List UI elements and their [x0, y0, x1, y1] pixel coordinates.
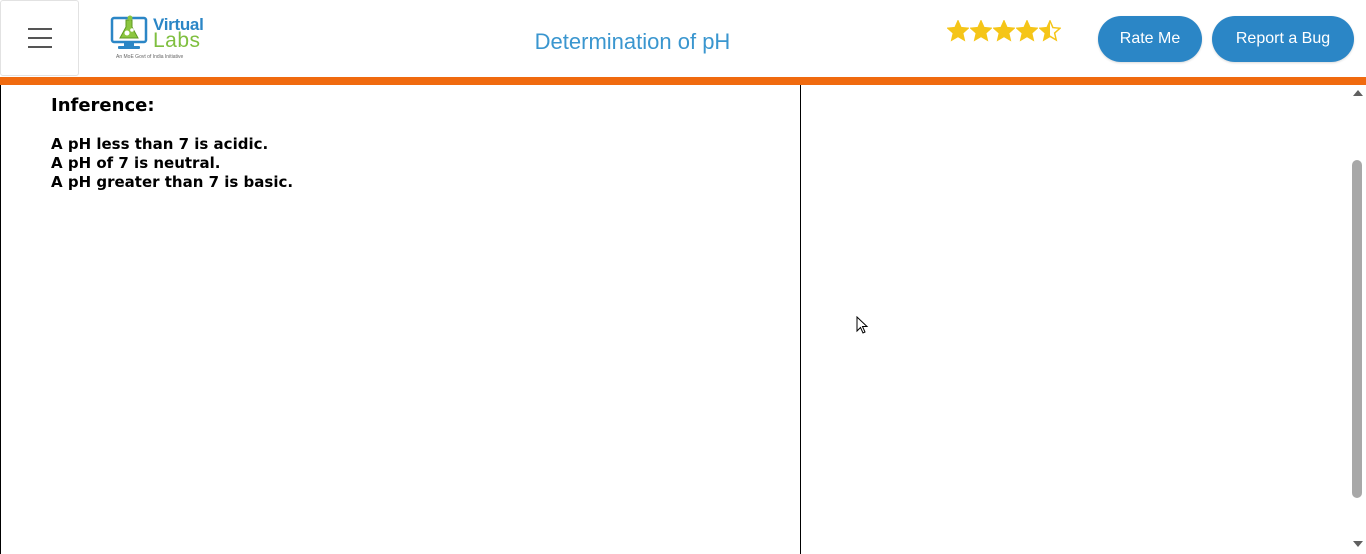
star-icon[interactable] — [970, 20, 992, 42]
header-accent-bar — [0, 77, 1366, 85]
star-icon[interactable] — [993, 20, 1015, 42]
star-icon[interactable] — [1039, 20, 1061, 42]
vertical-scrollbar[interactable] — [1349, 85, 1366, 554]
scroll-thumb[interactable] — [1352, 160, 1362, 498]
virtual-labs-logo[interactable]: Virtual Labs An MoE Govt of India Initia… — [110, 12, 204, 64]
scroll-up-arrow-icon[interactable] — [1353, 90, 1363, 96]
inference-text: A pH less than 7 is acidic. A pH of 7 is… — [51, 135, 293, 192]
panel-divider — [800, 85, 801, 554]
menu-button[interactable] — [0, 0, 79, 76]
content-left-border — [0, 85, 1, 554]
rate-me-button[interactable]: Rate Me — [1098, 16, 1202, 62]
simulation-area: Inference: A pH less than 7 is acidic. A… — [0, 85, 1366, 554]
logo-text-labs: Labs — [153, 29, 201, 52]
report-bug-button[interactable]: Report a Bug — [1212, 16, 1354, 62]
inference-line-acidic: A pH less than 7 is acidic. — [51, 135, 269, 153]
inference-line-neutral: A pH of 7 is neutral. — [51, 154, 221, 172]
header: Virtual Labs An MoE Govt of India Initia… — [0, 0, 1366, 77]
logo-tagline: An MoE Govt of India Initiative — [116, 54, 184, 60]
rating-stars[interactable] — [947, 20, 1061, 42]
inference-heading: Inference: — [51, 95, 155, 116]
mouse-pointer-icon — [856, 316, 869, 334]
flask-monitor-icon — [110, 15, 148, 49]
scroll-down-arrow-icon[interactable] — [1353, 541, 1363, 547]
page-title: Determination of pH — [534, 29, 731, 54]
star-icon[interactable] — [1016, 20, 1038, 42]
hamburger-icon — [27, 28, 52, 30]
inference-line-basic: A pH greater than 7 is basic. — [51, 173, 294, 191]
star-icon[interactable] — [947, 20, 969, 42]
logo-text-virtual: Virtual — [153, 15, 204, 34]
